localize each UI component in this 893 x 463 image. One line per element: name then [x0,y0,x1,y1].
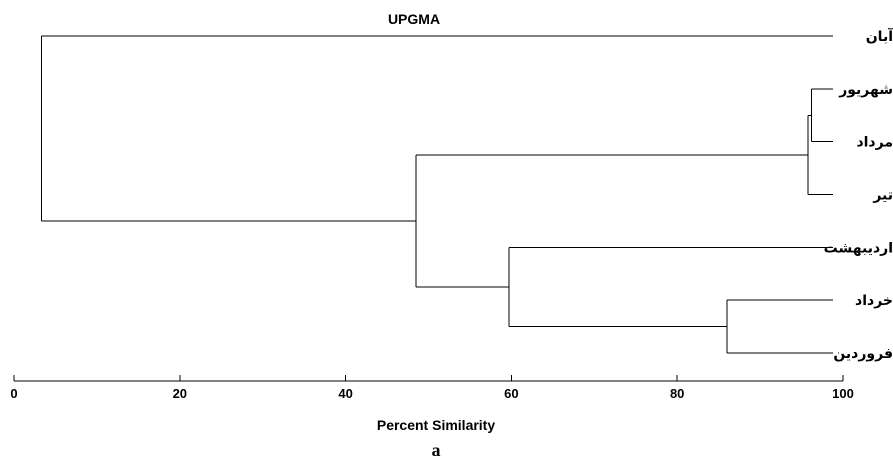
leaf-label: فروردین [833,346,893,362]
x-tick-label: 60 [504,386,518,401]
leaf-labels: آبان شهریور مرداد تیر اردیبهشت خرداد فروردین [824,27,893,362]
leaf-label: خرداد [855,293,893,309]
leaf-label: شهریور [838,82,893,98]
leaf-label: تیر [872,188,893,204]
x-tick-label: 0 [10,386,17,401]
leaf-label: مرداد [856,135,893,151]
x-axis-title: Percent Similarity [377,417,495,433]
chart-title: UPGMA [388,11,440,27]
x-tick-label: 100 [832,386,854,401]
leaf-label: آبان [866,27,893,45]
x-axis-ticks: 0 20 40 60 80 100 [10,375,854,401]
x-tick-label: 20 [173,386,187,401]
x-tick-label: 80 [670,386,684,401]
dendrogram-branches [40,35,833,354]
leaf-label: اردیبهشت [824,240,893,256]
panel-label: a [432,440,441,460]
x-tick-label: 40 [338,386,352,401]
